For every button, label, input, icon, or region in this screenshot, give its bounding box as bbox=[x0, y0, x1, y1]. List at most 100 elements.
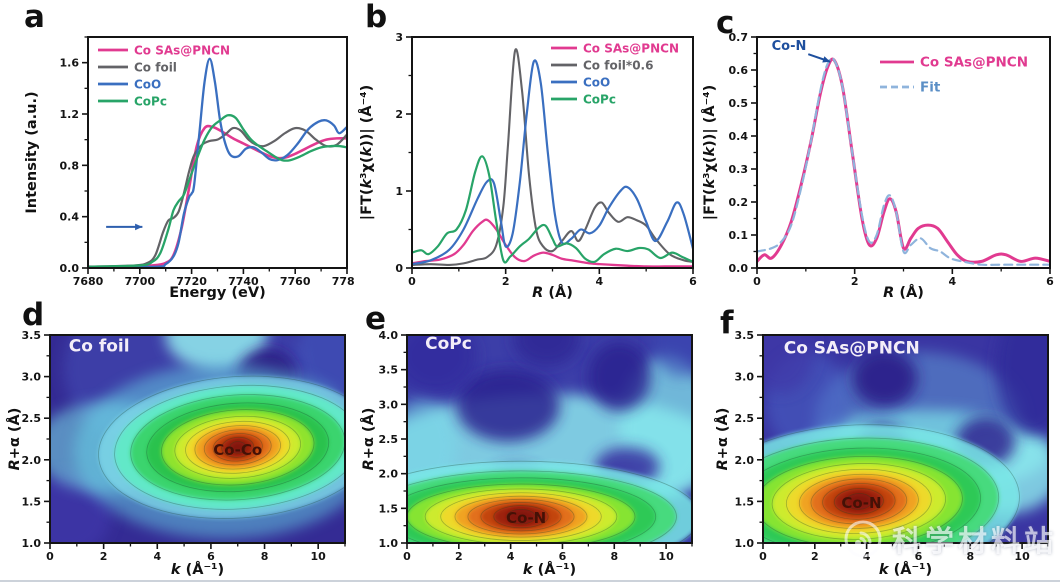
legend-label: CoO bbox=[583, 76, 610, 90]
heatmap-surface: Co-Co Co foil bbox=[50, 335, 345, 543]
heatmap-sample-label: CoPc bbox=[425, 334, 472, 354]
heatmap-sample-label: Co SAs@PNCN bbox=[784, 338, 920, 358]
svg-text:1.0: 1.0 bbox=[735, 537, 755, 550]
panel-letter-d: d bbox=[22, 297, 45, 333]
svg-text:10: 10 bbox=[658, 550, 674, 563]
legend-label: CoO bbox=[134, 78, 161, 92]
panel-letter-e: e bbox=[365, 301, 387, 337]
series-group bbox=[757, 57, 1050, 267]
svg-text:6: 6 bbox=[915, 550, 923, 563]
panel-letter-b: b bbox=[365, 0, 388, 35]
legend-label: Co SAs@PNCN bbox=[920, 55, 1028, 71]
legend-label: Co foil bbox=[134, 61, 177, 75]
heatmap-surface: Co-N CoPc bbox=[407, 334, 692, 543]
svg-text:4: 4 bbox=[863, 550, 871, 563]
svg-text:2.5: 2.5 bbox=[735, 412, 755, 425]
series-co-foil bbox=[88, 126, 347, 268]
svg-text:2.0: 2.0 bbox=[379, 468, 399, 481]
annotation-label: Co-N bbox=[772, 39, 807, 54]
wavelet-transform-co-foil-chart: Co-Co Co foil 0 2 4 6 8 10 1.0 1.5 2.0 2.5 3.0 3.5 k (… bbox=[6, 329, 346, 578]
series-group bbox=[412, 48, 693, 268]
heatmap-sample-label: Co foil bbox=[69, 337, 130, 357]
svg-text:10: 10 bbox=[311, 550, 327, 563]
svg-text:1.5: 1.5 bbox=[735, 495, 755, 508]
series-group bbox=[88, 57, 347, 268]
svg-text:3.0: 3.0 bbox=[379, 398, 399, 411]
axis-ticks: 0 2 4 6 8 10 1.0 1.5 2.0 2.5 3.0 3.5 bbox=[22, 329, 346, 563]
svg-text:7760: 7760 bbox=[280, 275, 311, 288]
svg-text:3.5: 3.5 bbox=[735, 329, 755, 342]
panel-b-ft-exafs: 0 2 4 6 0 1 2 3 R (Å) |FT(k³χ(k))| (Å⁻⁴) Co SAs@PN… bbox=[355, 0, 700, 301]
series-copc bbox=[412, 155, 693, 264]
legend-label: Co SAs@PNCN bbox=[134, 44, 230, 58]
annotation-arrow bbox=[106, 223, 143, 231]
y-axis-label: |FT(k³χ(k))| (Å⁻⁴) bbox=[358, 85, 375, 220]
panel-e-wavelet-copc: Co-N CoPc 0 2 4 6 8 10 1.0 1.5 2.0 2.5 3.0 3.5 4.0 k (Å… bbox=[355, 300, 700, 580]
x-axis-label: R (Å) bbox=[532, 284, 573, 300]
svg-text:7680: 7680 bbox=[73, 275, 104, 288]
series-coo bbox=[88, 57, 347, 268]
panel-letter-c: c bbox=[716, 5, 735, 41]
axis-ticks: 0 2 4 6 8 10 1.0 1.5 2.0 2.5 3.0 3.5 4.0 bbox=[379, 329, 693, 563]
exafs-fitting-chart: Co-N 0 2 4 6 0.0 0.1 0.2 0.3 0.4 0.5 0.6 0.7 R (Å) |FT… bbox=[701, 31, 1054, 300]
svg-text:7720: 7720 bbox=[176, 275, 207, 288]
svg-text:0.6: 0.6 bbox=[729, 64, 749, 77]
svg-text:4.0: 4.0 bbox=[379, 329, 399, 342]
svg-text:0: 0 bbox=[46, 550, 54, 563]
svg-text:0.2: 0.2 bbox=[729, 196, 749, 209]
legend-label: CoPc bbox=[583, 93, 616, 107]
svg-text:0: 0 bbox=[408, 275, 416, 288]
svg-text:3.5: 3.5 bbox=[379, 364, 399, 377]
x-axis-label: Energy (eV) bbox=[169, 285, 265, 300]
svg-text:3: 3 bbox=[395, 31, 403, 44]
svg-text:0.8: 0.8 bbox=[60, 159, 80, 172]
svg-text:0.5: 0.5 bbox=[729, 97, 749, 110]
panel-letter-f: f bbox=[720, 305, 734, 341]
hotspot-label: Co-Co bbox=[213, 441, 262, 459]
y-axis-label: R+α (Å) bbox=[360, 408, 377, 471]
axis-ticks: 0 2 4 6 8 10 1.0 1.5 2.0 2.5 3.0 3.5 bbox=[735, 329, 1049, 563]
svg-text:0.3: 0.3 bbox=[729, 163, 749, 176]
panel-f-wavelet-co-sas: Co-N Co SAs@PNCN 0 2 4 6 8 10 1.0 1.5 2.0 2.5 3.0 3.5… bbox=[700, 300, 1060, 580]
svg-text:2: 2 bbox=[851, 275, 859, 288]
legend: Co SAs@PNCN Co foil*0.6 CoO CoPc bbox=[551, 42, 679, 107]
svg-text:8: 8 bbox=[261, 550, 269, 563]
y-axis-label: |FT(k³χ(k))| (Å⁻⁴) bbox=[701, 85, 718, 220]
svg-text:1.2: 1.2 bbox=[60, 108, 80, 121]
svg-text:0.4: 0.4 bbox=[729, 130, 749, 143]
x-axis-label: k (Å⁻¹) bbox=[879, 561, 932, 578]
series-co-sas-pncn bbox=[412, 218, 693, 268]
svg-text:0.0: 0.0 bbox=[60, 262, 80, 275]
series-co-foil-0-6 bbox=[412, 48, 693, 266]
y-axis-label: Intensity (a.u.) bbox=[24, 91, 40, 213]
svg-text:6: 6 bbox=[559, 550, 567, 563]
svg-text:1.5: 1.5 bbox=[379, 502, 399, 515]
x-axis-label: k (Å⁻¹) bbox=[171, 561, 224, 578]
hotspot bbox=[98, 375, 345, 519]
svg-text:1.5: 1.5 bbox=[22, 495, 42, 508]
svg-text:0.7: 0.7 bbox=[729, 31, 749, 44]
hotspot bbox=[407, 460, 692, 543]
svg-text:0: 0 bbox=[759, 550, 767, 563]
heatmap-surface: Co-N Co SAs@PNCN bbox=[763, 335, 1048, 543]
svg-text:0.0: 0.0 bbox=[729, 262, 749, 275]
svg-text:4: 4 bbox=[507, 550, 515, 563]
y-axis-label: R+α (Å) bbox=[714, 408, 731, 471]
panel-c-exafs-fit: Co-N 0 2 4 6 0.0 0.1 0.2 0.3 0.4 0.5 0.6 0.7 R (Å) |FT… bbox=[700, 0, 1060, 301]
svg-text:0: 0 bbox=[403, 550, 411, 563]
svg-text:0.1: 0.1 bbox=[729, 229, 749, 242]
svg-text:1.0: 1.0 bbox=[379, 537, 399, 550]
series-fit bbox=[757, 57, 1050, 267]
annotation-arrow bbox=[807, 53, 831, 63]
ft-exafs-chart: 0 2 4 6 0 1 2 3 R (Å) |FT(k³χ(k))| (Å⁻⁴) Co SAs@PN… bbox=[358, 31, 697, 300]
x-axis-label: k (Å⁻¹) bbox=[523, 561, 576, 578]
svg-text:2.5: 2.5 bbox=[22, 412, 42, 425]
svg-text:8: 8 bbox=[966, 550, 974, 563]
x-axis-label: R (Å) bbox=[883, 284, 924, 300]
svg-text:6: 6 bbox=[207, 550, 215, 563]
series-copc bbox=[88, 114, 347, 268]
svg-text:3.0: 3.0 bbox=[22, 371, 42, 384]
svg-text:2: 2 bbox=[811, 550, 819, 563]
svg-text:0.4: 0.4 bbox=[60, 211, 80, 224]
